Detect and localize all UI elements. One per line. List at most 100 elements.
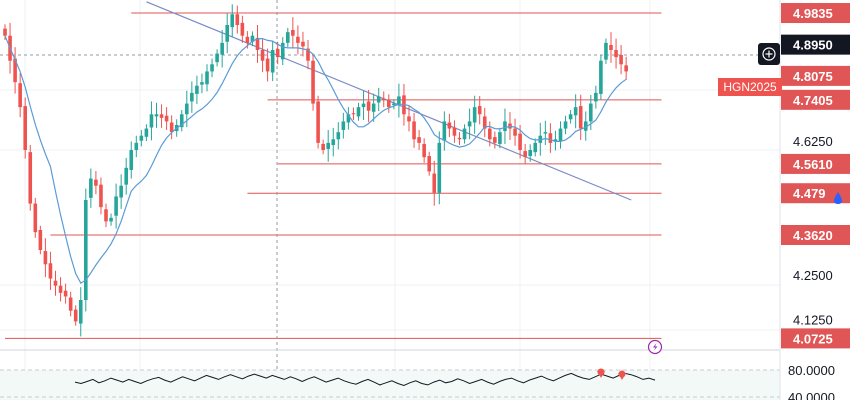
lightning-icon[interactable] <box>647 339 663 355</box>
candle-body <box>493 137 497 143</box>
candle-body <box>361 103 366 108</box>
candle-body <box>482 116 487 129</box>
droplet-icon[interactable] <box>834 192 842 204</box>
price-level-label: 4.479 <box>793 186 826 201</box>
candle-body <box>604 42 608 60</box>
candle-body <box>38 230 43 250</box>
candle-body <box>301 41 305 47</box>
candle-body <box>528 150 532 157</box>
candle-body <box>589 103 593 122</box>
candle-body <box>89 178 93 198</box>
candle-body <box>144 128 149 137</box>
candle-body <box>43 251 48 265</box>
candle-body <box>503 121 507 132</box>
candle-body <box>351 113 356 115</box>
candle-body <box>220 42 224 55</box>
candle-body <box>316 101 320 143</box>
candle-body <box>583 121 588 131</box>
candle-body <box>73 309 78 322</box>
candle-body <box>245 36 250 43</box>
candle-body <box>28 152 33 204</box>
candle-body <box>311 60 315 104</box>
candle-body <box>215 53 219 63</box>
price-level-label-bg <box>781 183 850 204</box>
oscillator-signal-marker <box>618 370 626 378</box>
candle-body <box>568 114 573 120</box>
price-level-label-bg <box>781 328 850 349</box>
candle-body <box>84 200 88 300</box>
candle-body <box>437 142 442 193</box>
price-level-label-bg <box>781 225 850 245</box>
price-level-label: 4.3620 <box>793 228 833 243</box>
symbol-tag-text: HGN2025 <box>723 80 777 94</box>
price-level-labels: 4.9835 4.8950 4.8075 4.7405 4.5610 4.479 4.362… <box>781 3 850 349</box>
candle-body <box>619 55 623 65</box>
lightning-bolt[interactable] <box>653 343 658 351</box>
candle-body <box>260 50 265 61</box>
price-axis-tick: 4.1250 <box>793 313 833 328</box>
candle-body <box>558 128 563 142</box>
candle-body <box>543 132 548 134</box>
candle-body <box>3 28 7 36</box>
candle-body <box>255 37 260 50</box>
candle-body <box>296 36 300 43</box>
candle-body <box>33 203 38 233</box>
symbol-tag-background <box>718 78 782 96</box>
candle-body <box>68 297 73 311</box>
candle-body <box>190 92 194 102</box>
price-level-label: 4.7405 <box>793 93 833 108</box>
candle-body <box>78 300 83 324</box>
oscillator-signal-marker <box>597 368 605 376</box>
price-level-label-bg <box>781 34 850 55</box>
horizontal-levels <box>5 12 662 339</box>
candle-body <box>346 114 351 123</box>
candle-body <box>18 83 22 108</box>
candle-body <box>124 167 128 185</box>
candle-body <box>488 128 492 140</box>
candle-body <box>119 185 123 198</box>
price-axis-ticks: 4.2500 4.1250 4.6250 <box>793 134 833 328</box>
candle-body <box>457 137 462 140</box>
candle-body <box>336 132 341 140</box>
candle-body <box>13 58 17 83</box>
price-level-label: 4.8075 <box>793 69 833 84</box>
price-level-label: 4.5610 <box>793 157 833 172</box>
price-level-label-bg <box>781 65 850 86</box>
candle-body <box>599 60 603 94</box>
candle-body <box>99 184 103 208</box>
oscillator-line <box>74 372 656 387</box>
candle-body <box>553 139 558 142</box>
candle-body <box>326 142 330 149</box>
candle-body <box>240 22 245 36</box>
candle-body <box>563 121 568 129</box>
candle-body <box>518 133 522 150</box>
oscillator-axis-ticks: 80.0000 40.0000 <box>788 363 835 400</box>
candle-body <box>235 14 240 25</box>
crosshair <box>0 0 780 395</box>
candle-body <box>53 280 58 286</box>
candle-body <box>392 103 396 105</box>
candle-body <box>387 100 391 108</box>
candle-body <box>225 25 229 42</box>
candle-body <box>331 139 336 145</box>
candle-body <box>432 173 437 193</box>
candle-body <box>447 122 452 129</box>
candle-body <box>533 142 538 153</box>
candle-body <box>523 151 527 158</box>
candle-body <box>341 121 346 130</box>
candle-body <box>179 114 184 128</box>
price-level-label-bg <box>781 89 850 110</box>
candle-body <box>407 116 411 122</box>
oscillator-pane <box>0 349 850 400</box>
candle-body <box>578 106 583 129</box>
candle-body <box>624 65 628 72</box>
add-alert-button[interactable] <box>758 43 780 65</box>
droplet-shape[interactable] <box>834 192 842 204</box>
candle-body <box>422 143 426 158</box>
candle-body <box>210 64 214 72</box>
plus-circle-icon[interactable] <box>762 47 776 61</box>
candle-body <box>412 121 416 140</box>
candle-body <box>23 106 27 150</box>
moving-average-line <box>4 35 627 285</box>
